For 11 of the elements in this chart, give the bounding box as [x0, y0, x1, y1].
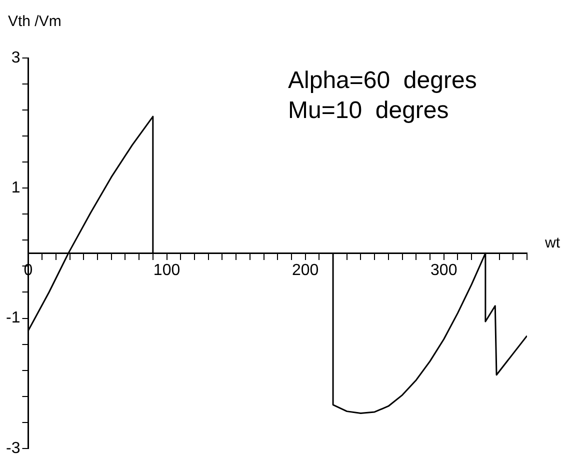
x-tick-label: 200 — [292, 262, 319, 280]
y-axis-title: Vth /Vm — [8, 13, 62, 30]
x-tick-label: 300 — [430, 262, 458, 280]
x-axis-title: wt — [544, 234, 561, 252]
y-tick-label: 3 — [11, 49, 20, 66]
x-tick-label: 100 — [153, 262, 180, 280]
y-tick-label: 1 — [11, 180, 20, 197]
y-tick-label: -1 — [6, 310, 20, 327]
annotation: Alpha=60 degres — [288, 67, 477, 94]
y-tick-label: -3 — [6, 440, 20, 457]
annotation: Mu=10 degres — [288, 97, 449, 124]
